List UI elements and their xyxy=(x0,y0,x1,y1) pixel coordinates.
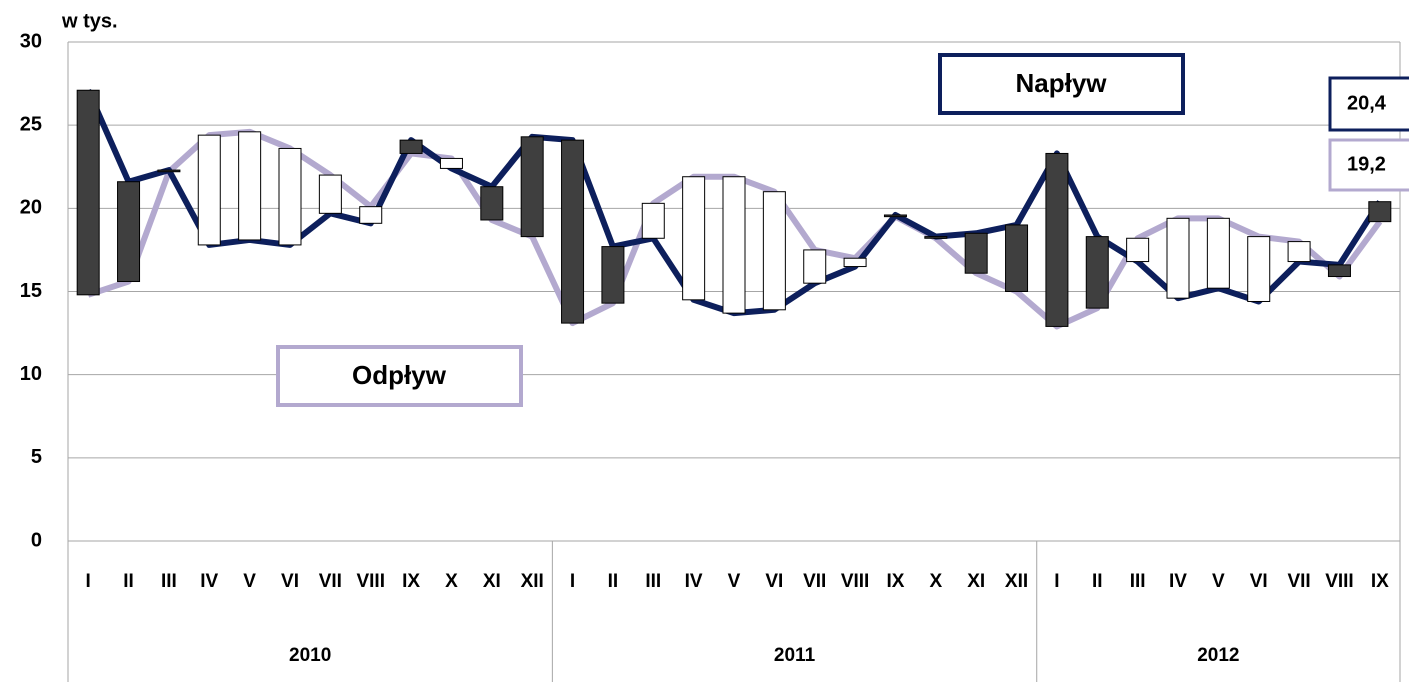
x-tick-label: IV xyxy=(685,571,703,592)
value-label: 20,4 xyxy=(1347,92,1387,114)
down-bar xyxy=(682,176,706,301)
down-bar xyxy=(318,174,342,214)
up-bar xyxy=(117,181,141,283)
legend-box xyxy=(276,345,523,407)
up-bar xyxy=(1327,264,1351,278)
x-tick-label: III xyxy=(645,571,661,592)
x-tick-label: IV xyxy=(1169,571,1187,592)
y-tick-label: 25 xyxy=(20,113,42,135)
down-bar xyxy=(278,147,302,246)
value-label-box xyxy=(1328,138,1409,192)
up-bar xyxy=(157,169,181,173)
y-tick-label: 15 xyxy=(20,280,42,302)
down-bar xyxy=(1206,217,1230,289)
up-bar xyxy=(76,89,100,296)
value-label-box xyxy=(1328,76,1409,132)
down-bar xyxy=(439,157,463,169)
up-bar xyxy=(561,139,585,324)
x-tick-label: II xyxy=(123,571,134,592)
x-tick-label: IV xyxy=(200,571,218,592)
x-tick-label: VI xyxy=(281,571,299,592)
up-bar xyxy=(601,246,625,304)
down-bar xyxy=(1287,241,1311,263)
up-bar xyxy=(1005,224,1029,292)
y-tick-label: 10 xyxy=(20,363,42,385)
x-tick-label: II xyxy=(608,571,619,592)
up-bar xyxy=(883,214,907,218)
down-bar xyxy=(843,257,867,268)
down-bar xyxy=(762,191,786,311)
x-tick-label: IX xyxy=(886,571,904,592)
x-tick-label: V xyxy=(728,571,741,592)
down-bar xyxy=(722,176,746,314)
x-tick-label: I xyxy=(1054,571,1059,592)
x-tick-label: VIII xyxy=(841,571,870,592)
up-bar xyxy=(480,186,504,221)
legend-label: Napływ xyxy=(1015,68,1107,98)
x-tick-label: X xyxy=(929,571,942,592)
x-tick-label: X xyxy=(445,571,458,592)
value-label: 19,2 xyxy=(1347,153,1386,175)
x-tick-label: VII xyxy=(319,571,342,592)
up-bar xyxy=(1085,236,1109,309)
y-tick-label: 5 xyxy=(31,446,42,468)
x-tick-label: V xyxy=(243,571,256,592)
up-bar xyxy=(399,139,423,154)
x-tick-label: V xyxy=(1212,571,1225,592)
y-tick-label: 0 xyxy=(31,529,42,551)
x-tick-label: III xyxy=(1130,571,1146,592)
x-tick-label: VII xyxy=(1287,571,1310,592)
x-tick-label: I xyxy=(86,571,91,592)
x-tick-label: VII xyxy=(803,571,826,592)
x-group-label: 2011 xyxy=(774,645,816,666)
x-group-label: 2012 xyxy=(1197,645,1239,666)
x-group-label: 2010 xyxy=(289,645,331,666)
x-tick-label: XII xyxy=(1005,571,1028,592)
y-unit-label: w tys. xyxy=(61,10,118,32)
x-tick-label: VIII xyxy=(1325,571,1354,592)
up-bar xyxy=(924,236,948,239)
y-tick-label: 20 xyxy=(20,197,42,219)
y-tick-label: 30 xyxy=(20,30,42,52)
up-bar xyxy=(520,136,544,238)
up-bar xyxy=(1368,201,1392,223)
x-tick-label: VI xyxy=(765,571,783,592)
down-bar xyxy=(359,206,383,224)
down-bar xyxy=(1126,237,1150,263)
x-tick-label: I xyxy=(570,571,575,592)
x-tick-label: VIII xyxy=(356,571,385,592)
x-tick-label: VI xyxy=(1250,571,1268,592)
up-bar xyxy=(1045,152,1069,327)
x-tick-label: XII xyxy=(521,571,544,592)
up-bar xyxy=(964,232,988,274)
x-tick-label: XI xyxy=(967,571,985,592)
down-bar xyxy=(1247,236,1271,302)
legend-box xyxy=(938,53,1185,115)
x-tick-label: XI xyxy=(483,571,501,592)
down-bar xyxy=(641,202,665,239)
x-tick-label: II xyxy=(1092,571,1103,592)
x-tick-label: IX xyxy=(1371,571,1389,592)
x-tick-label: III xyxy=(161,571,177,592)
down-bar xyxy=(197,134,221,246)
x-tick-label: IX xyxy=(402,571,420,592)
down-bar xyxy=(803,249,827,284)
down-bar xyxy=(1166,217,1190,299)
legend-label: Odpływ xyxy=(352,360,447,390)
down-bar xyxy=(238,131,262,241)
